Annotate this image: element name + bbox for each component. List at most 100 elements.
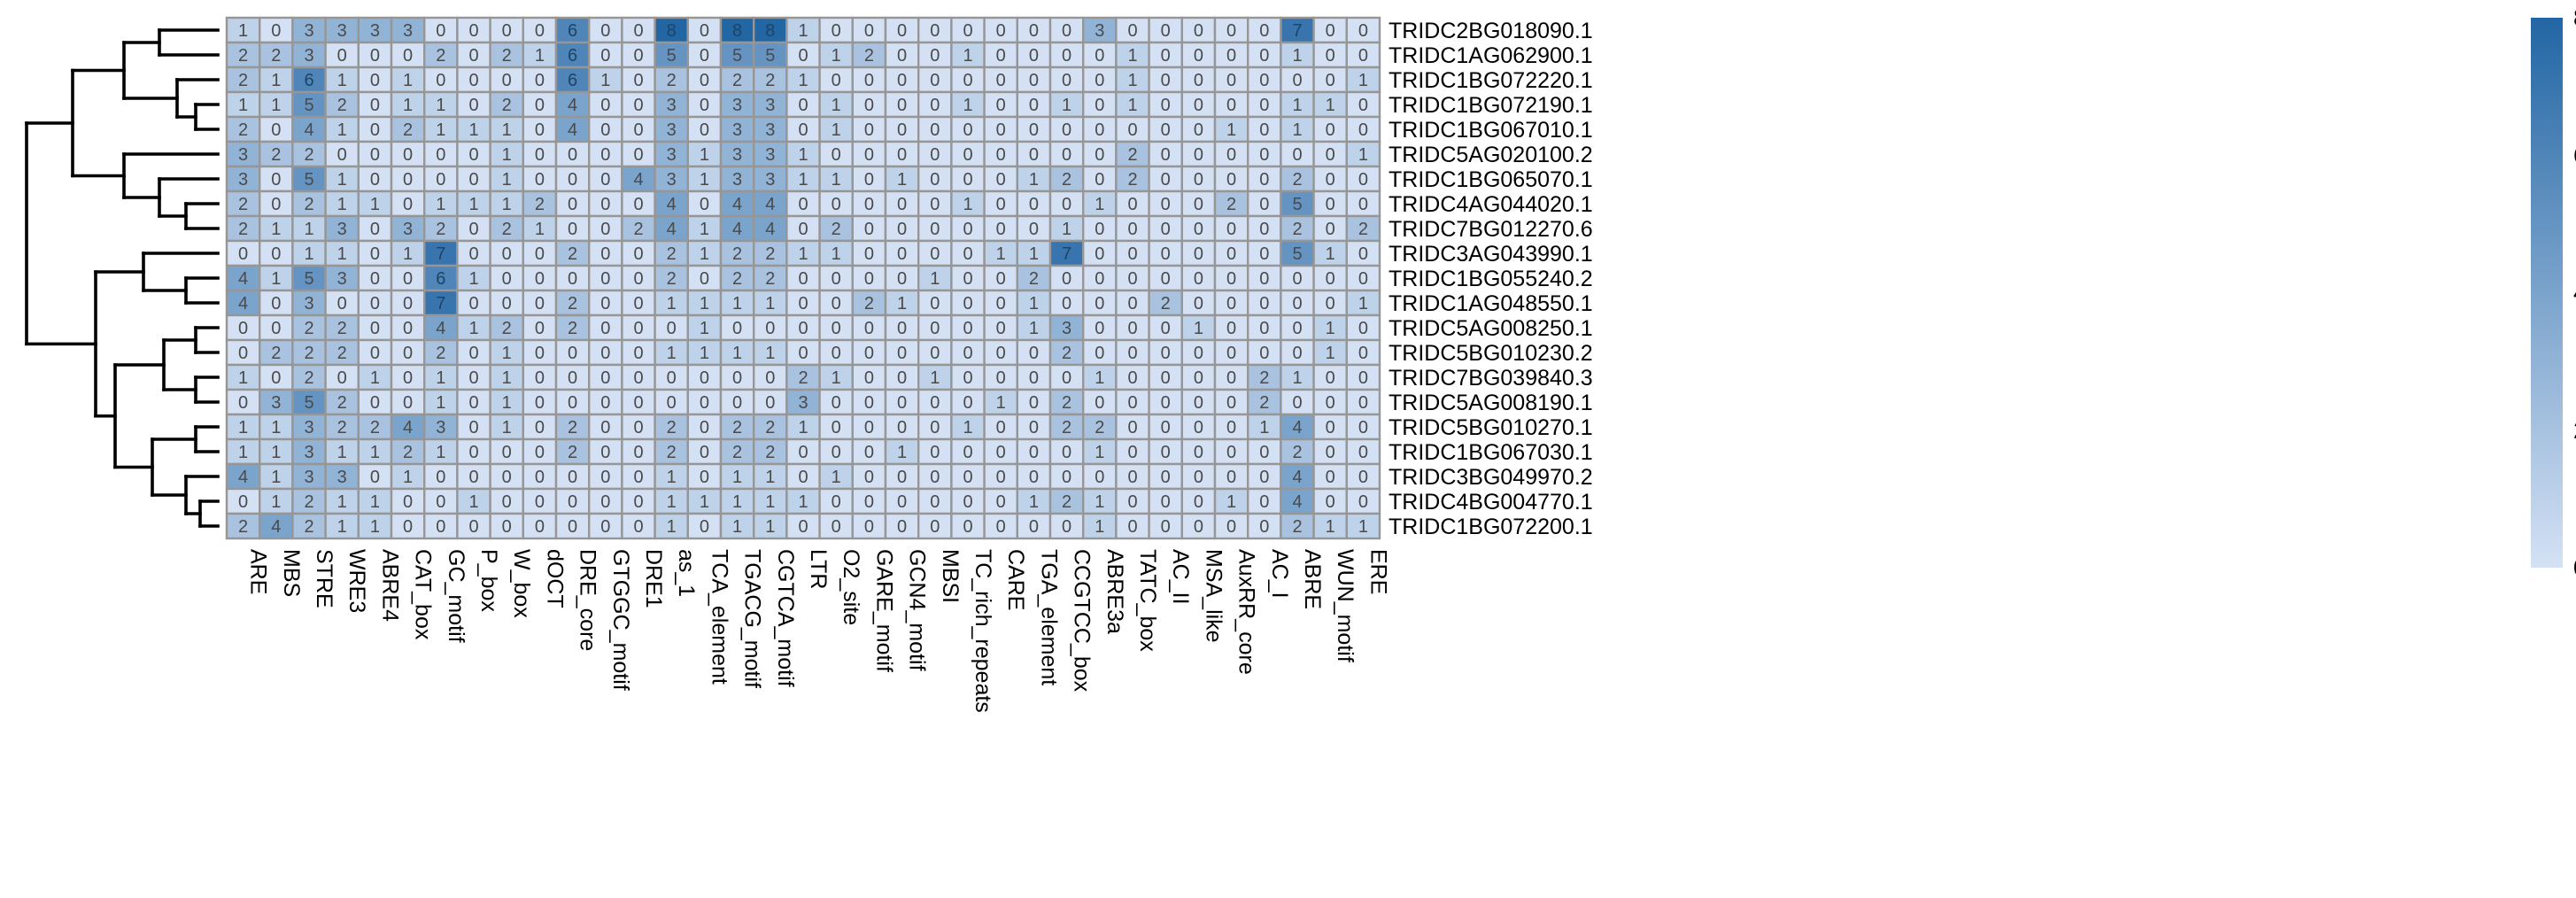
- cell-value-label: 0: [1326, 418, 1335, 437]
- cell-value-label: 0: [1194, 46, 1203, 66]
- cell-value-label: 1: [798, 170, 808, 190]
- column-label: DRE1: [641, 549, 666, 608]
- cell-value-label: 0: [1095, 145, 1104, 165]
- cell-value-label: 0: [1127, 468, 1137, 487]
- cell-value-label: 0: [897, 468, 907, 487]
- cell-value-label: 2: [337, 96, 347, 115]
- cell-value-label: 0: [1292, 71, 1302, 90]
- column-label: GC_motif: [444, 549, 468, 643]
- heatmap-cell: [719, 512, 755, 540]
- cell-value-label: 0: [798, 220, 808, 239]
- cell-value-label: 0: [930, 71, 940, 90]
- cell-value-label: 2: [1127, 170, 1137, 190]
- cell-value-label: 0: [1226, 170, 1236, 190]
- cell-value-label: 0: [996, 294, 1006, 314]
- heatmap-cell: [818, 165, 854, 193]
- cell-value-label: 2: [667, 443, 677, 462]
- cell-value-label: 0: [1194, 368, 1203, 388]
- heatmap-cell: [1081, 140, 1118, 168]
- cell-value-label: 0: [1062, 269, 1071, 289]
- heatmap-cell: [785, 239, 821, 267]
- cell-value-label: 0: [1029, 468, 1039, 487]
- cell-value-label: 0: [897, 517, 907, 537]
- cell-value-label: 0: [864, 517, 874, 537]
- cell-value-label: 1: [1095, 517, 1104, 537]
- cell-value-label: 1: [798, 71, 808, 90]
- cell-value-label: 3: [667, 170, 677, 190]
- cell-value-label: 1: [403, 468, 413, 487]
- cell-value-label: 0: [732, 368, 742, 388]
- cell-value-label: 3: [337, 21, 347, 41]
- cell-value-label: 1: [238, 21, 248, 41]
- cell-value-label: 5: [1292, 195, 1302, 214]
- cell-value-label: 1: [271, 492, 281, 512]
- cell-value-label: 1: [832, 170, 841, 190]
- cell-value-label: 0: [502, 294, 512, 314]
- heatmap-cell: [357, 512, 393, 540]
- heatmap-cell: [1048, 289, 1085, 317]
- heatmap-cell: [1016, 239, 1052, 267]
- cell-value-label: 3: [667, 120, 677, 140]
- column-label: MBS: [279, 549, 304, 597]
- cell-value-label: 0: [1127, 294, 1137, 314]
- cell-value-label: 3: [337, 220, 347, 239]
- cell-value-label: 1: [535, 46, 545, 66]
- cell-value-label: 1: [832, 120, 841, 140]
- cell-value-label: 1: [271, 468, 281, 487]
- cell-value-label: 5: [304, 269, 313, 289]
- cell-value-label: 0: [864, 145, 874, 165]
- cell-value-label: 3: [1095, 21, 1104, 41]
- heatmap-cell: [753, 16, 788, 44]
- cell-value-label: 0: [996, 492, 1006, 512]
- cell-value-label: 0: [963, 368, 972, 388]
- cell-value-label: 4: [403, 418, 413, 437]
- cell-value-label: 0: [1226, 418, 1236, 437]
- cell-value-label: 0: [1259, 195, 1269, 214]
- cell-value-label: 0: [436, 468, 445, 487]
- heatmap-cell: [357, 190, 393, 218]
- cell-value-label: 0: [1161, 443, 1171, 462]
- heatmap-cell: [1213, 512, 1249, 540]
- heatmap-cell: [1213, 41, 1249, 69]
- cell-value-label: 3: [238, 170, 248, 190]
- cell-value-label: 0: [1127, 21, 1137, 41]
- cell-value-label: 0: [1194, 244, 1203, 264]
- cell-value-label: 0: [667, 368, 677, 388]
- cell-value-label: 1: [436, 443, 445, 462]
- cell-value-label: 0: [600, 492, 610, 512]
- column-label: WUN_motif: [1333, 549, 1358, 662]
- cell-value-label: 0: [832, 294, 841, 314]
- cell-value-label: 0: [864, 443, 874, 462]
- cell-value-label: 0: [700, 443, 709, 462]
- cell-value-label: 0: [1292, 294, 1302, 314]
- cell-value-label: 3: [732, 145, 742, 165]
- cell-value-label: 0: [798, 468, 808, 487]
- cell-value-label: 0: [370, 220, 380, 239]
- cell-value-label: 2: [238, 71, 248, 90]
- heatmap-cell: [785, 190, 821, 218]
- cell-value-label: 1: [996, 393, 1006, 413]
- colorbar-legend: 0 2 4 6 8: [2531, 4, 2576, 581]
- cell-value-label: 2: [765, 71, 775, 90]
- cell-value-label: 0: [1161, 393, 1171, 413]
- row-label: TRIDC5AG008250.1: [1389, 316, 1593, 341]
- cell-value-label: 0: [1062, 443, 1071, 462]
- cell-value-label: 0: [1259, 145, 1269, 165]
- cell-value-label: 0: [633, 269, 643, 289]
- cell-value-label: 0: [535, 71, 545, 90]
- cell-value-label: 1: [468, 319, 478, 338]
- cell-value-label: 0: [1326, 294, 1335, 314]
- heatmap-cell: [1280, 140, 1315, 168]
- heatmap-cell: [686, 190, 723, 218]
- cell-value-label: 0: [864, 71, 874, 90]
- cell-value-label: 4: [304, 120, 313, 140]
- heatmap-cell: [917, 165, 953, 193]
- heatmap-cell: [1345, 363, 1381, 391]
- cell-value-label: 0: [897, 418, 907, 437]
- cell-value-label: 2: [1062, 170, 1071, 190]
- heatmap-cell: [1016, 462, 1052, 491]
- heatmap-cell: [851, 314, 887, 342]
- cell-value-label: 0: [1358, 269, 1368, 289]
- heatmap-cell: [1280, 462, 1315, 491]
- heatmap-cell: [1048, 41, 1085, 69]
